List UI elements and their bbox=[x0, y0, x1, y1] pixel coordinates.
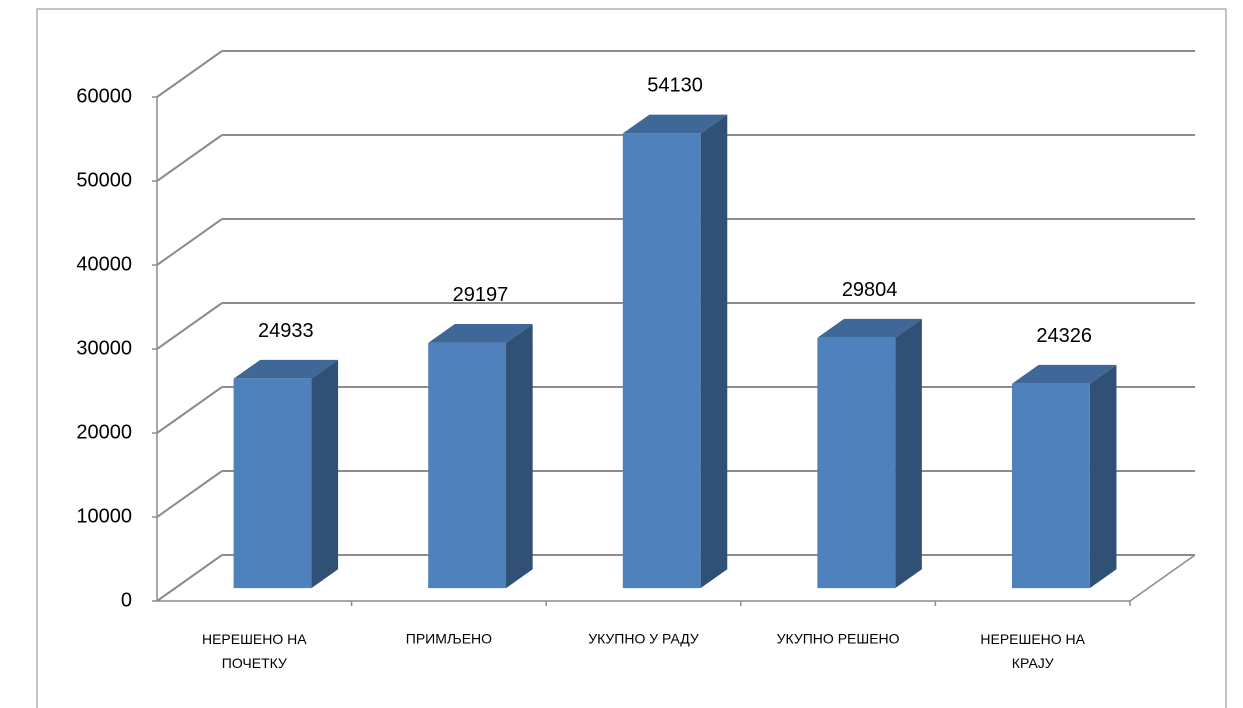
bar-side bbox=[700, 114, 728, 589]
grid-line-side bbox=[156, 554, 223, 602]
y-tick-label: 10000 bbox=[76, 505, 132, 527]
bar-top bbox=[233, 359, 339, 379]
grid-line-side bbox=[156, 302, 223, 350]
grid-line-side bbox=[156, 50, 223, 98]
x-tick-label: УКУПНО У РАДУ bbox=[588, 631, 699, 647]
x-tick-label: НЕРЕШЕНО НА КРАЈУ bbox=[980, 631, 1085, 671]
bar-side bbox=[311, 359, 339, 589]
value-label: 24326 bbox=[1036, 325, 1092, 347]
bar-top bbox=[817, 318, 922, 338]
floor-edge bbox=[1129, 554, 1196, 602]
x-tick-label: ПРИМЉЕНО bbox=[406, 631, 492, 647]
x-tick-label: УКУПНО РЕШЕНО bbox=[777, 631, 900, 647]
y-tick-label: 0 bbox=[121, 589, 132, 611]
y-tick-label: 20000 bbox=[76, 421, 132, 443]
bar bbox=[1011, 383, 1090, 589]
value-label: 29197 bbox=[453, 284, 509, 306]
bar bbox=[428, 342, 507, 589]
grid-line-side bbox=[156, 218, 223, 266]
bar bbox=[233, 378, 312, 589]
bar-side bbox=[506, 324, 533, 589]
value-label: 29804 bbox=[842, 279, 898, 301]
value-label: 54130 bbox=[647, 75, 703, 97]
bar-side bbox=[1089, 364, 1117, 589]
bar bbox=[622, 133, 701, 589]
grid-line-side bbox=[156, 134, 223, 182]
y-tick-label: 30000 bbox=[76, 337, 132, 359]
bar-top bbox=[428, 324, 533, 343]
bar-side bbox=[895, 318, 922, 589]
bar-top bbox=[1011, 364, 1117, 384]
y-tick-label: 50000 bbox=[76, 169, 132, 191]
x-tick-label: НЕРЕШЕНО НА ПОЧЕТКУ bbox=[202, 631, 307, 671]
grid-line-side bbox=[156, 386, 223, 434]
bar bbox=[817, 337, 896, 589]
y-tick-label: 40000 bbox=[76, 253, 132, 275]
grid-line-side bbox=[156, 470, 223, 518]
y-tick-label: 60000 bbox=[76, 85, 132, 107]
bar-top bbox=[622, 114, 728, 134]
value-label: 24933 bbox=[258, 320, 314, 342]
